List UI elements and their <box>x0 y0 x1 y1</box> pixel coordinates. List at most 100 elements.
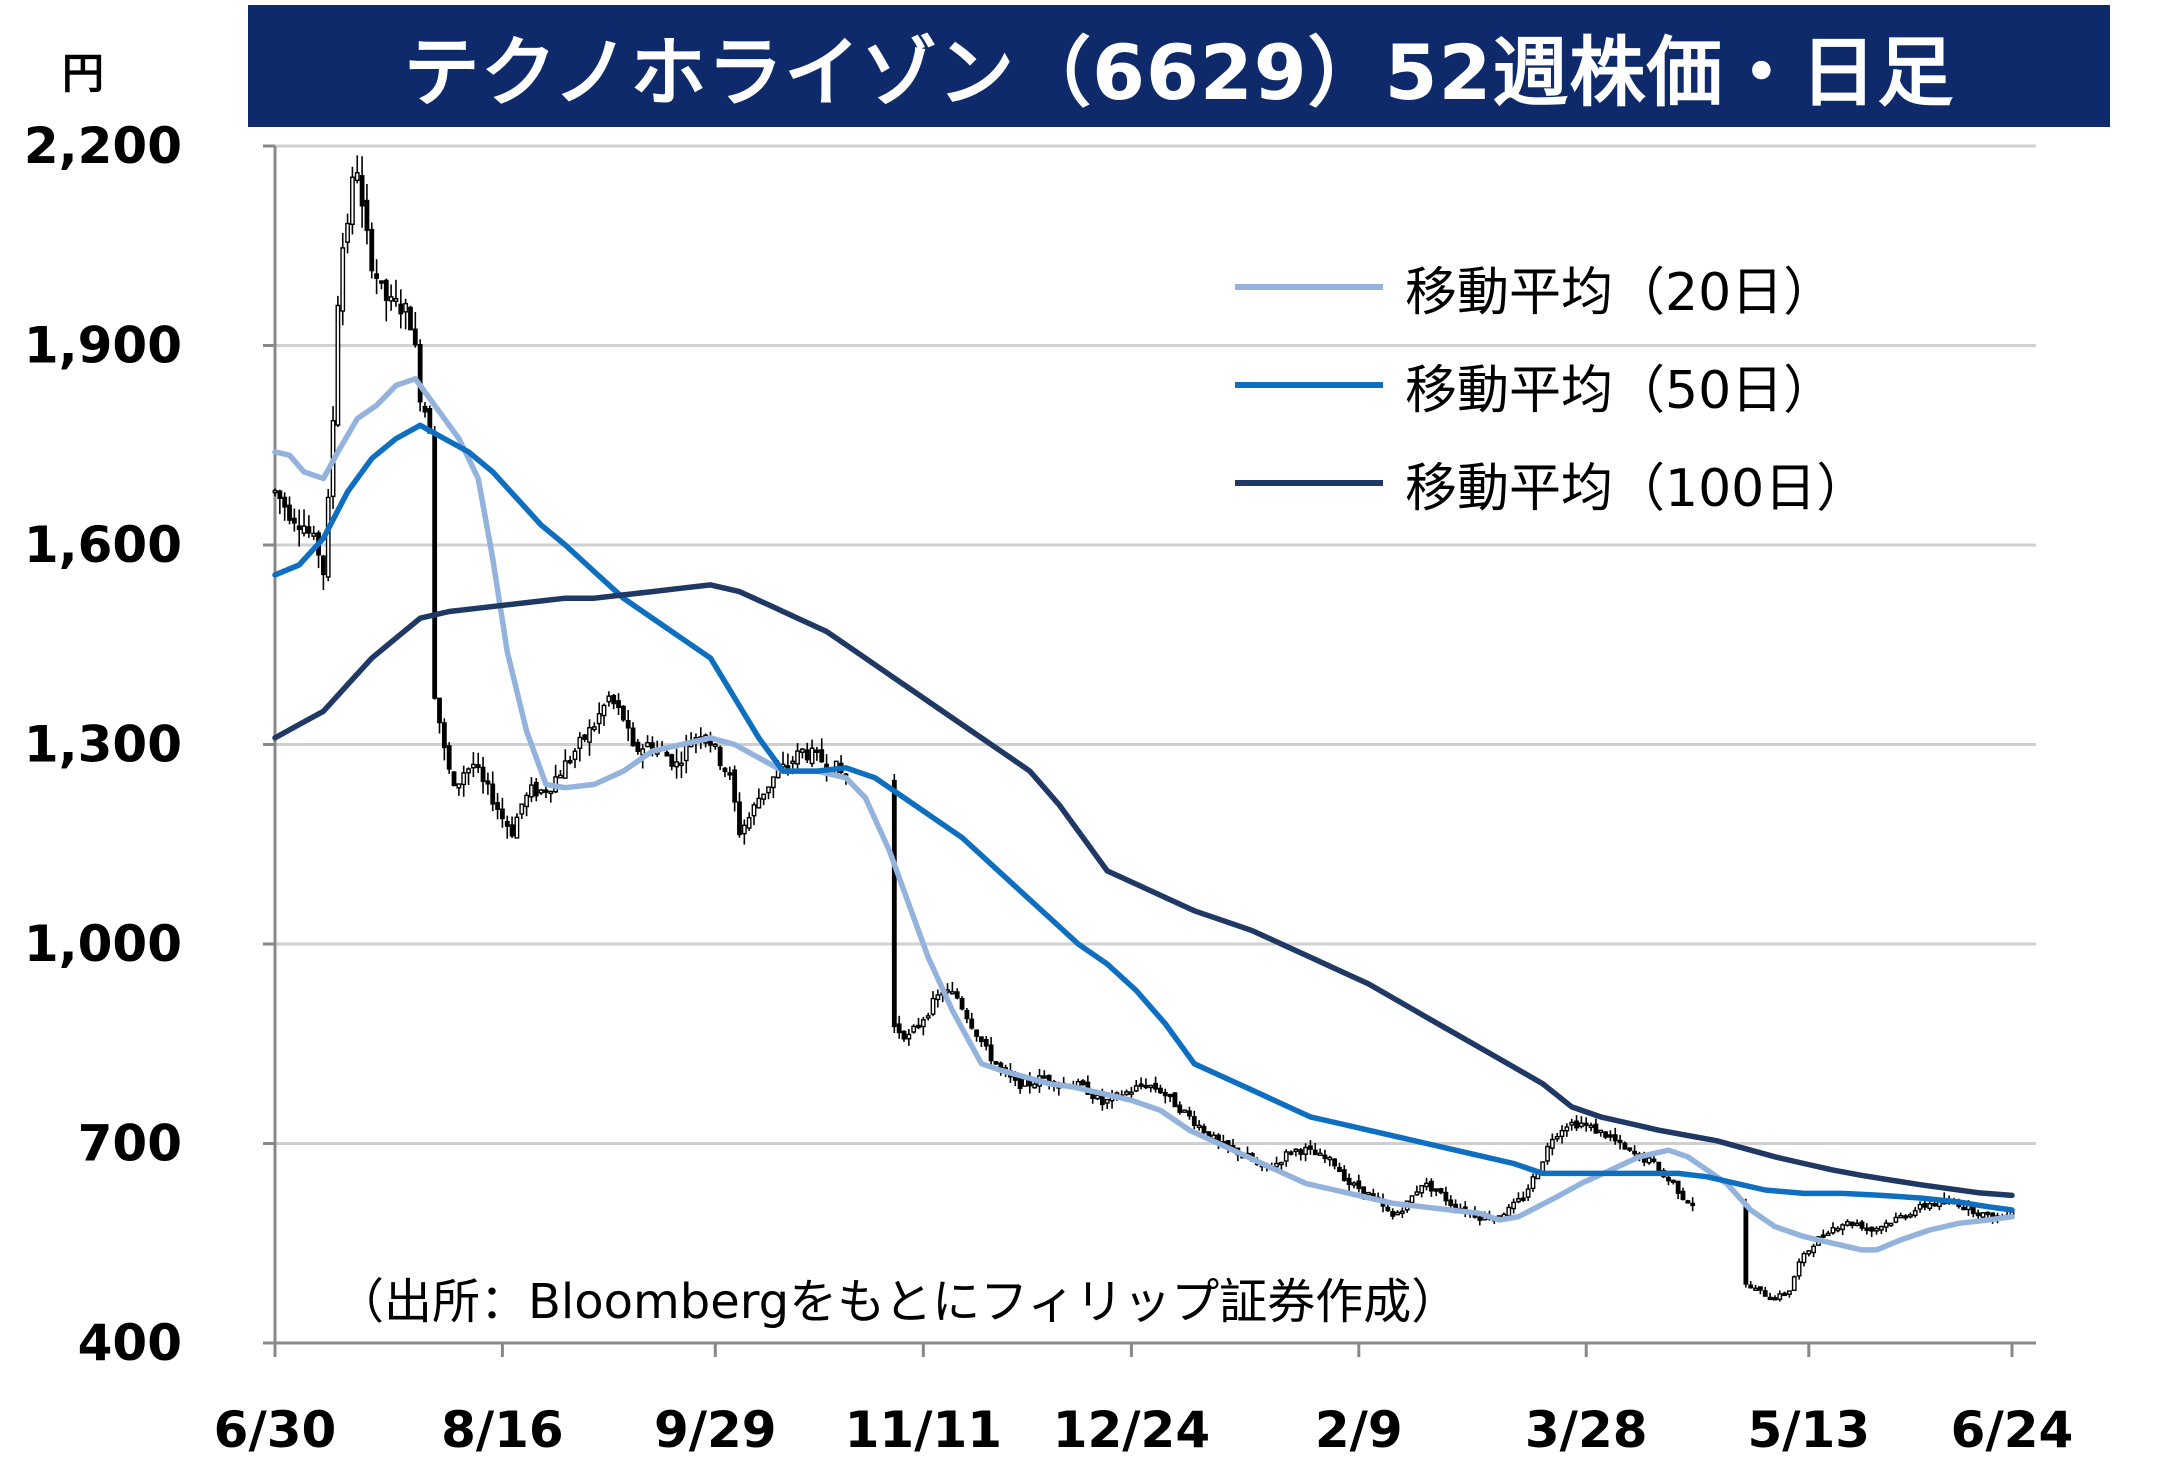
candle-body <box>1912 1210 1918 1217</box>
candle-body <box>645 742 650 748</box>
candle-body <box>1095 1094 1100 1100</box>
candle-body <box>1395 1211 1400 1216</box>
candle-body <box>466 768 471 774</box>
moving-averages <box>272 376 2015 1253</box>
candle-body <box>538 789 544 794</box>
candle-body <box>1012 1076 1018 1081</box>
candle-body <box>920 1019 926 1028</box>
candle-body <box>1743 1202 1749 1285</box>
candle-body <box>1612 1134 1618 1142</box>
candle-body <box>1196 1124 1202 1129</box>
candle-body <box>1443 1191 1449 1202</box>
candle-body <box>790 760 796 765</box>
legend-item-ma20: 移動平均（20日） <box>1235 238 1868 336</box>
candle-body <box>1041 1075 1047 1079</box>
candle-body <box>1424 1182 1429 1188</box>
x-tick-label-4: 12/24 <box>1053 1401 1210 1459</box>
candle-body <box>1288 1151 1294 1155</box>
candle-body <box>1670 1179 1676 1183</box>
candle-body <box>1312 1149 1318 1156</box>
candle-body <box>277 490 283 500</box>
candle-body <box>1777 1293 1783 1301</box>
candle-body <box>1854 1222 1860 1226</box>
candle-body <box>964 1009 970 1020</box>
candle-body <box>287 504 292 521</box>
candle-body <box>446 745 452 770</box>
x-tick-label-8: 6/24 <box>1951 1401 2074 1459</box>
candle-body <box>451 771 457 787</box>
candle-body <box>1806 1250 1812 1255</box>
candle-body <box>756 797 762 809</box>
candle-body <box>296 525 302 531</box>
legend-label-ma20: 移動平均（20日） <box>1405 262 1836 323</box>
candle-body <box>1124 1091 1129 1096</box>
candle-body <box>524 794 529 808</box>
candle-body <box>1506 1206 1512 1217</box>
candle-body <box>587 726 592 743</box>
candle-body <box>383 279 389 302</box>
candle-body <box>500 808 505 820</box>
candle-body <box>1574 1120 1579 1129</box>
candle-body <box>1791 1276 1797 1292</box>
candle-body <box>1177 1104 1183 1114</box>
x-tick-labels: 6/30 8/16 9/29 11/11 12/24 2/9 3/28 5/13 6/24 <box>214 1401 2074 1459</box>
candle-body <box>340 247 346 312</box>
candle-body <box>1593 1123 1599 1134</box>
candle-body <box>1758 1286 1763 1291</box>
candle-body <box>959 997 965 1010</box>
candle-body <box>722 767 728 773</box>
candle-body <box>485 780 491 785</box>
candle-body <box>1622 1142 1628 1150</box>
candle-body <box>509 824 515 837</box>
candle-body <box>1356 1180 1362 1190</box>
candle-body <box>1172 1092 1178 1108</box>
candle-body <box>1366 1191 1371 1196</box>
legend-item-ma50: 移動平均（50日） <box>1235 336 1868 434</box>
candle-body <box>514 816 520 839</box>
y-tick-label-5: 700 <box>78 1115 182 1173</box>
candle-body <box>1341 1169 1347 1181</box>
candle-body <box>1961 1206 1967 1211</box>
candle-body <box>954 991 960 999</box>
candle-body <box>1651 1158 1657 1162</box>
candle-body <box>1428 1180 1434 1192</box>
candle-body <box>1922 1202 1928 1208</box>
candle-body <box>1104 1098 1110 1104</box>
candle-body <box>1274 1162 1279 1168</box>
candle-body <box>398 303 404 315</box>
candle-body <box>1840 1224 1846 1231</box>
candle-body <box>490 783 496 805</box>
candle-body <box>1308 1145 1313 1150</box>
x-tick-label-1: 8/16 <box>441 1401 564 1459</box>
candle-body <box>1811 1245 1817 1254</box>
candle-body <box>529 784 534 798</box>
candle-body <box>1617 1139 1623 1144</box>
candle-body <box>403 302 409 313</box>
candle-body <box>495 802 500 810</box>
candle-body <box>785 765 791 769</box>
legend-swatch-ma20 <box>1235 284 1383 290</box>
candle-body <box>364 199 370 231</box>
candle-body <box>916 1024 921 1029</box>
candle-body <box>1762 1290 1768 1297</box>
x-tick-label-3: 11/11 <box>845 1401 1002 1459</box>
candle-body <box>562 760 568 779</box>
chart-title: テクノホライゾン（6629）52週株価・日足 <box>403 28 1955 117</box>
candle-body <box>1385 1206 1391 1212</box>
candle-body <box>969 1018 975 1029</box>
candle-body <box>1143 1084 1149 1089</box>
candle-body <box>1893 1216 1899 1223</box>
candle-body <box>441 722 447 749</box>
candle-body <box>606 695 612 703</box>
y-tick-label-0: 2,200 <box>24 117 182 175</box>
candle-body <box>1346 1177 1352 1186</box>
candle-body <box>475 764 481 769</box>
candle-body <box>1080 1080 1086 1086</box>
candle-body <box>616 700 621 709</box>
candle-body <box>1685 1200 1691 1204</box>
candle-body <box>601 704 607 717</box>
candle-body <box>1153 1082 1158 1090</box>
candle-body <box>891 779 897 1028</box>
y-axis-unit: 円 <box>62 49 105 98</box>
candle-body <box>1632 1150 1638 1155</box>
